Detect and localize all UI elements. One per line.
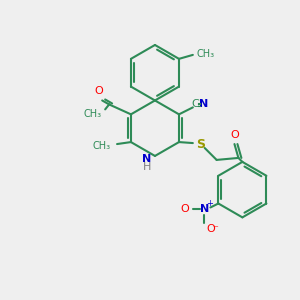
Text: O: O [180,204,189,214]
Text: CH₃: CH₃ [93,141,111,151]
Text: ⁻: ⁻ [212,224,218,234]
Text: C: C [191,99,199,110]
Text: O: O [206,224,215,234]
Text: O: O [95,85,103,95]
Text: O: O [230,130,239,140]
Text: N: N [200,204,209,214]
Text: +: + [206,199,213,208]
Text: N: N [199,99,208,110]
Text: CH₃: CH₃ [83,109,101,119]
Text: S: S [196,138,205,151]
Text: H: H [142,162,151,172]
Text: N: N [142,154,151,164]
Text: CH₃: CH₃ [197,49,215,59]
